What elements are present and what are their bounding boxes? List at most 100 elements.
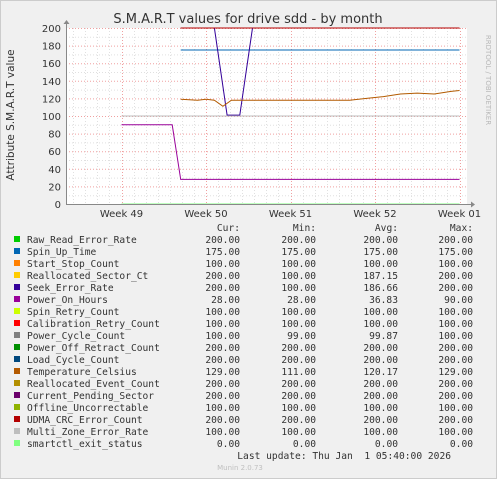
legend-series-name: Reallocated_Event_Count (27, 379, 160, 390)
legend-row: Multi_Zone_Error_Rate 100.00 100.00 100.00 1… (14, 427, 473, 438)
legend-value-cur: 100.00 (205, 319, 240, 330)
legend-value-avg: 200.00 (363, 391, 398, 402)
legend-row: Seek_Error_Rate 200.00 100.00 186.66 200.00 (14, 283, 473, 294)
x-tick-label: Week 50 (184, 209, 227, 220)
legend-series-name: smartctl_exit_status (27, 439, 143, 450)
legend-series-name: Load_Cycle_Count (27, 355, 119, 366)
legend-value-avg: 0.00 (375, 439, 398, 450)
legend-value-min: 200.00 (281, 235, 316, 246)
legend-series-name: Multi_Zone_Error_Rate (27, 427, 149, 438)
legend-value-max: 200.00 (438, 235, 473, 246)
legend-value-min: 200.00 (281, 343, 316, 354)
legend-value-max: 175.00 (438, 247, 473, 258)
legend-row: Offline_Uncorrectable 100.00 100.00 100.00 1… (14, 403, 473, 414)
legend-value-avg: 200.00 (363, 355, 398, 366)
legend-value-min: 175.00 (281, 247, 316, 258)
legend-value-max: 129.00 (438, 367, 473, 378)
last-update: Last update: Thu Jan 1 05:40:00 2026 (237, 451, 451, 462)
legend-series-name: Reallocated_Sector_Ct (27, 271, 148, 282)
legend-swatch (14, 248, 20, 254)
legend-value-avg: 100.00 (363, 319, 398, 330)
legend-value-max: 200.00 (438, 355, 473, 366)
legend-value-max: 200.00 (438, 415, 473, 426)
legend-value-avg: 36.83 (369, 295, 398, 306)
y-tick-label: 140 (42, 77, 61, 88)
legend-value-max: 90.00 (444, 295, 473, 306)
series-line-temperature-celsius (180, 90, 460, 107)
legend-value-cur: 100.00 (205, 259, 240, 270)
legend-value-min: 100.00 (281, 403, 316, 414)
y-tick-label: 40 (48, 165, 61, 176)
legend-row: Power_On_Hours 28.00 28.00 36.83 90.00 (14, 295, 473, 306)
legend-value-avg: 100.00 (363, 403, 398, 414)
y-axis-label: Attribute S.M.A.R.T value (5, 49, 17, 180)
legend-series-name: Temperature_Celsius (27, 367, 137, 378)
legend-swatch (14, 416, 20, 422)
legend-value-cur: 200.00 (205, 283, 240, 294)
legend-value-cur: 200.00 (205, 391, 240, 402)
legend-series-name: Power_Off_Retract_Count (27, 343, 160, 354)
legend-value-avg: 100.00 (363, 427, 398, 438)
x-tick-label: Week 01 (438, 209, 481, 220)
legend: Cur: Min: Avg: Max: Raw_Read_Error_Rate 200.0… (14, 223, 473, 450)
legend-series-name: Start_Stop_Count (27, 259, 119, 270)
legend-value-cur: 175.00 (205, 247, 240, 258)
legend-header: Cur: (217, 223, 240, 234)
legend-swatch (14, 380, 20, 386)
legend-value-avg: 186.66 (363, 283, 398, 294)
y-axis-arrow (63, 20, 70, 24)
legend-row: Reallocated_Sector_Ct 200.00 100.00 187.15 2… (14, 271, 473, 282)
legend-swatch (14, 236, 20, 242)
legend-series-name: Spin_Up_Time (27, 247, 97, 258)
legend-value-min: 200.00 (281, 355, 316, 366)
legend-series-name: Power_Cycle_Count (27, 331, 125, 342)
axes (63, 20, 475, 208)
legend-swatch (14, 332, 20, 338)
legend-value-cur: 200.00 (205, 415, 240, 426)
legend-series-name: Spin_Retry_Count (27, 307, 119, 318)
legend-value-cur: 200.00 (205, 379, 240, 390)
y-tick-label: 20 (48, 182, 61, 193)
legend-swatch (14, 344, 20, 350)
legend-swatch (14, 404, 20, 410)
legend-series-name: UDMA_CRC_Error_Count (27, 415, 143, 426)
legend-value-max: 200.00 (438, 283, 473, 294)
y-tick-label: 200 (42, 24, 61, 35)
chart-title: S.M.A.R.T values for drive sdd - by mont… (113, 12, 382, 27)
y-tick-label: 60 (48, 147, 61, 158)
legend-value-max: 100.00 (438, 259, 473, 270)
legend-swatch (14, 296, 20, 302)
legend-value-min: 0.00 (293, 439, 316, 450)
legend-value-avg: 187.15 (363, 271, 398, 282)
legend-value-avg: 200.00 (363, 379, 398, 390)
x-axis-arrow (471, 201, 475, 208)
legend-value-min: 100.00 (281, 307, 316, 318)
y-tick-label: 0 (55, 200, 61, 211)
legend-swatch (14, 320, 20, 326)
legend-swatch (14, 308, 20, 314)
legend-value-avg: 100.00 (363, 307, 398, 318)
legend-value-max: 0.00 (450, 439, 473, 450)
munin-footer: Munin 2.0.73 (217, 464, 263, 472)
legend-value-max: 100.00 (438, 331, 473, 342)
y-tick-label: 80 (48, 130, 61, 141)
legend-row: Start_Stop_Count 100.00 100.00 100.00 100.00 (14, 259, 473, 270)
legend-value-cur: 100.00 (205, 307, 240, 318)
legend-value-cur: 200.00 (205, 355, 240, 366)
legend-swatch (14, 356, 20, 362)
legend-value-cur: 100.00 (205, 427, 240, 438)
legend-value-cur: 129.00 (205, 367, 240, 378)
legend-value-max: 100.00 (438, 427, 473, 438)
legend-row: Spin_Retry_Count 100.00 100.00 100.00 100.00 (14, 307, 473, 318)
legend-value-min: 100.00 (281, 427, 316, 438)
legend-value-max: 200.00 (438, 271, 473, 282)
legend-value-cur: 200.00 (205, 235, 240, 246)
legend-swatch (14, 392, 20, 398)
legend-row: Temperature_Celsius 129.00 111.00 120.17 129… (14, 367, 473, 378)
legend-value-avg: 200.00 (363, 343, 398, 354)
legend-value-min: 200.00 (281, 379, 316, 390)
x-tick-label: Week 52 (353, 209, 396, 220)
y-tick-label: 180 (42, 42, 61, 53)
legend-value-min: 100.00 (281, 259, 316, 270)
